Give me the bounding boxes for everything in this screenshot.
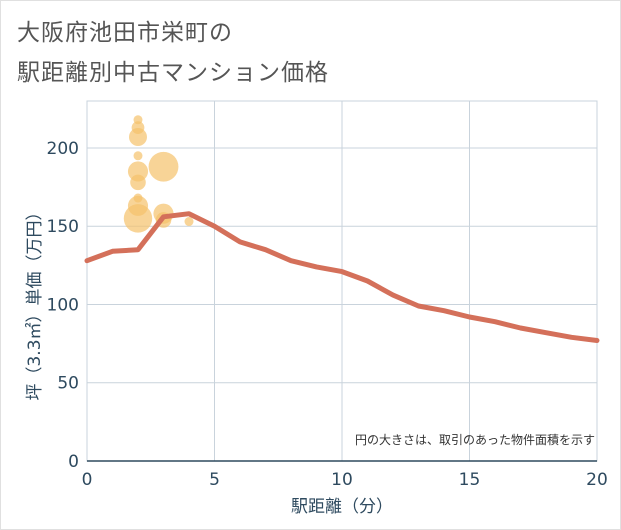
bubble-point bbox=[123, 204, 153, 233]
series-line-average-price bbox=[84, 211, 600, 343]
bubble-point bbox=[130, 174, 146, 191]
y-tick-label: 0 bbox=[68, 452, 79, 472]
y-tick-label: 100 bbox=[47, 295, 79, 315]
x-tick-label: 15 bbox=[459, 470, 481, 490]
bubble-series bbox=[123, 115, 194, 233]
x-tick-label: 5 bbox=[209, 470, 220, 490]
bubble-point bbox=[133, 151, 143, 161]
x-tick-label: 10 bbox=[331, 470, 353, 490]
x-tick-label: 20 bbox=[586, 470, 608, 490]
x-axis-label: 駅距離（分） bbox=[291, 497, 393, 517]
bubble-point bbox=[129, 128, 147, 146]
y-tick-label: 150 bbox=[47, 217, 79, 237]
x-tick-label: 0 bbox=[82, 470, 93, 490]
tick-labels: 0 50 100 150 200 0 5 10 15 20 bbox=[47, 139, 608, 490]
grid bbox=[86, 100, 598, 462]
chart-title-line1: 大阪府池田市栄町の bbox=[17, 20, 233, 46]
bubble-size-note: 円の大きさは、取引のあった物件面積を示す bbox=[355, 432, 595, 447]
bubble-point bbox=[184, 217, 194, 227]
y-tick-label: 200 bbox=[47, 139, 79, 159]
bubble-point bbox=[148, 151, 179, 182]
y-axis-label: 坪（3.3㎡）単価（万円） bbox=[25, 203, 45, 400]
chart-title-line2: 駅距離別中古マンション価格 bbox=[17, 60, 329, 86]
y-tick-label: 50 bbox=[57, 374, 79, 394]
